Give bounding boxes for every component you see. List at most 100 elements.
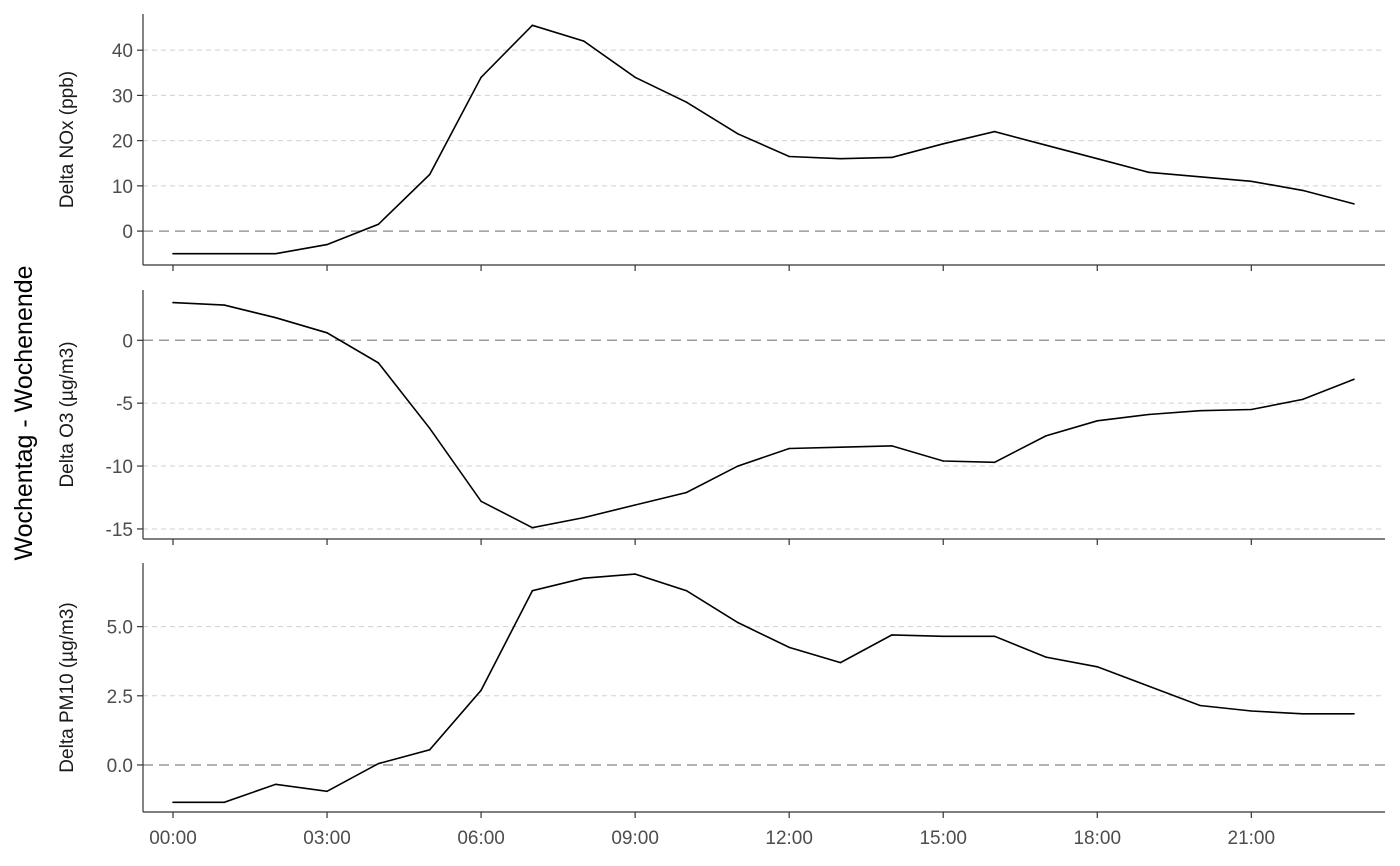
y-tick-label: 0.0 [107, 756, 133, 777]
x-tick-label: 06:00 [457, 828, 505, 849]
data-point [634, 76, 636, 79]
data-point [993, 461, 996, 464]
data-point [634, 504, 636, 506]
data-point [480, 500, 482, 503]
panel-1: 0 -5 -10 -15 Delta O3 (µg/m3) [57, 290, 1385, 545]
data-point [634, 573, 636, 575]
data-point [1301, 189, 1304, 192]
data-point [1301, 713, 1304, 715]
data-point [583, 577, 585, 579]
data-point [428, 173, 431, 176]
panel-y-axis-label: Delta NOx (ppb) [57, 71, 78, 208]
data-point [172, 252, 174, 255]
data-point [531, 589, 534, 592]
y-tick-label: 30 [112, 86, 133, 107]
panel-0: 0 10 20 30 40 Delta NOx (ppb) [57, 14, 1385, 271]
x-tick-label: 15:00 [919, 828, 967, 849]
y-tick-label: 0 [122, 331, 133, 352]
x-tick-label: 12:00 [765, 828, 813, 849]
data-point [942, 460, 944, 462]
data-point [1045, 144, 1047, 146]
data-point [326, 332, 328, 334]
data-point [993, 635, 996, 638]
data-point [531, 24, 534, 27]
data-point [737, 621, 739, 624]
data-point [1096, 666, 1099, 668]
data-point [737, 465, 739, 467]
y-tick-label: 2.5 [107, 687, 133, 708]
data-point [1199, 704, 1201, 707]
data-point [377, 362, 380, 364]
data-point [1045, 435, 1047, 437]
x-tick-label: 03:00 [303, 828, 351, 849]
data-point [1045, 656, 1047, 658]
panel-y-axis-label: Delta O3 (µg/m3) [57, 341, 78, 487]
data-point [737, 133, 739, 135]
series-line [173, 24, 1355, 255]
data-point [1250, 710, 1253, 712]
data-point [788, 646, 790, 649]
x-tick-label: 00:00 [149, 828, 197, 849]
data-point [172, 301, 174, 304]
x-tick-label: 21:00 [1228, 828, 1276, 849]
data-point [428, 749, 431, 751]
data-point [1147, 413, 1150, 416]
data-point [326, 790, 328, 793]
data-point [1199, 409, 1201, 412]
data-point [1250, 408, 1253, 411]
data-point [685, 589, 688, 592]
panel-2: 0.0 2.5 5.0 Delta PM10 (µg/m3) [57, 563, 1385, 818]
data-point [1301, 398, 1304, 401]
series-line [173, 573, 1354, 804]
data-point [1096, 157, 1099, 160]
data-point [223, 252, 226, 255]
data-point [942, 143, 944, 145]
data-point [1147, 685, 1150, 687]
data-point [891, 445, 893, 447]
data-point [326, 243, 328, 246]
y-tick-label: 20 [112, 132, 133, 153]
x-tick-label: 18:00 [1073, 828, 1121, 849]
y-tick-label: 40 [112, 41, 133, 62]
data-point [1096, 420, 1099, 422]
data-point [531, 526, 534, 529]
data-point [480, 689, 482, 692]
y-tick-label: 5.0 [107, 618, 133, 639]
data-point [1199, 176, 1201, 178]
data-point [223, 304, 226, 306]
data-point [377, 223, 380, 226]
data-point [891, 634, 893, 636]
data-point [480, 76, 482, 79]
data-point [274, 783, 277, 786]
data-point [274, 252, 277, 255]
y-tick-label: -15 [106, 520, 133, 541]
data-point [583, 40, 585, 42]
data-point [685, 101, 688, 103]
data-point [685, 491, 688, 494]
data-point [839, 446, 842, 449]
panel-y-axis-label: Delta PM10 (µg/m3) [57, 602, 78, 772]
data-point [223, 801, 226, 804]
x-tick-label: 09:00 [611, 828, 659, 849]
data-point [274, 316, 277, 319]
data-point [891, 156, 893, 159]
y-tick-label: 0 [122, 222, 133, 243]
data-point [377, 762, 380, 765]
data-point [993, 130, 996, 133]
y-tick-label: -5 [116, 394, 133, 415]
y-tick-label: 10 [112, 177, 133, 198]
panels: 0 10 20 30 40 Delta NOx (ppb) 0 -5 -10 -15 Delta O… [57, 14, 1385, 849]
outer-y-axis-label: Wochentag - Wochenende [10, 265, 38, 560]
x-axis-labels: 00:00 03:00 06:00 09:00 12:00 15:00 18:00 21:00 [149, 828, 1275, 849]
data-point [1353, 203, 1355, 205]
data-point [428, 427, 431, 430]
data-point [942, 635, 944, 638]
data-point [839, 157, 842, 160]
data-point [839, 661, 842, 664]
data-point [788, 155, 790, 158]
data-point [1250, 180, 1253, 183]
series-line [172, 301, 1355, 529]
data-point [1353, 713, 1355, 715]
y-tick-label: -10 [106, 457, 133, 478]
